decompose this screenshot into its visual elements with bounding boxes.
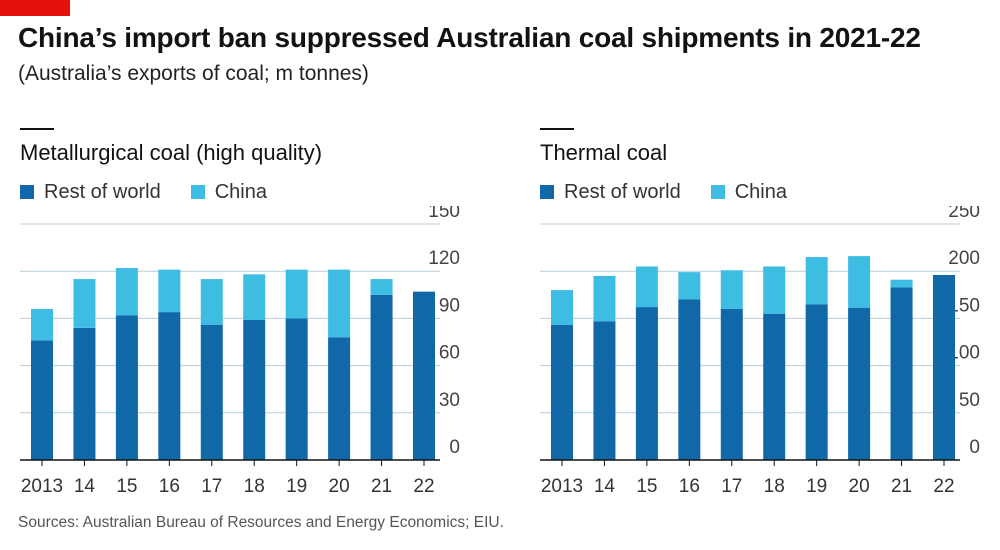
y-tick-label: 150 <box>428 206 460 222</box>
x-tick-label: 2013 <box>541 476 583 497</box>
source-note: Sources: Australian Bureau of Resources … <box>18 514 504 531</box>
y-tick-label: 100 <box>948 343 980 364</box>
chart-title: China’s import ban suppressed Australian… <box>18 22 921 53</box>
y-tick-label: 30 <box>439 390 460 411</box>
panel-title: Thermal coal <box>540 140 668 165</box>
legend-label-rest-of-world: Rest of world <box>564 180 681 203</box>
x-tick-label: 2013 <box>21 476 63 497</box>
legend: Rest of world China <box>540 180 817 204</box>
y-tick-label: 0 <box>449 437 460 458</box>
bar-rest-of-world <box>328 337 351 460</box>
legend-swatch-rest-of-world <box>540 185 554 199</box>
y-tick-label: 90 <box>439 295 460 316</box>
y-tick-label: 60 <box>439 343 460 364</box>
bar-rest-of-world <box>933 274 955 460</box>
thermal-coal-panel: Thermal coal Rest of world China 0 50 100 1… <box>540 128 1000 508</box>
x-tick-label: 20 <box>329 476 350 497</box>
metallurgical-coal-chart: 0 30 60 90 120 150 2013 14 15 16 17 18 19 20 21 22 <box>20 206 460 497</box>
x-tick-label: 21 <box>891 476 912 497</box>
legend-swatch-rest-of-world <box>20 185 34 199</box>
bar-rest-of-world <box>635 307 658 460</box>
bar-china <box>328 269 351 338</box>
x-tick-label: 22 <box>413 476 434 497</box>
bar-china <box>805 257 828 305</box>
brand-red-tag <box>0 0 70 16</box>
x-tick-label: 22 <box>933 476 954 497</box>
chart-subtitle: (Australia’s exports of coal; m tonnes) <box>18 62 369 85</box>
bar-china <box>115 268 138 316</box>
y-tick-label: 250 <box>948 206 980 222</box>
legend-label-china: China <box>214 180 267 203</box>
bar-china <box>73 279 96 328</box>
bar-rest-of-world <box>848 308 871 460</box>
bar-china <box>593 275 616 322</box>
panel-title: Metallurgical coal (high quality) <box>20 140 323 165</box>
bar-rest-of-world <box>678 299 701 460</box>
legend-swatch-china <box>710 185 725 199</box>
bar-rest-of-world <box>243 319 266 460</box>
x-tick-label: 19 <box>286 476 307 497</box>
legend-swatch-china <box>190 185 205 199</box>
bar-rest-of-world <box>551 325 573 460</box>
bar-china <box>720 270 743 309</box>
bar-china <box>370 279 393 295</box>
bar-rest-of-world <box>805 304 828 460</box>
x-tick-label: 18 <box>764 476 785 497</box>
x-tick-label: 17 <box>201 476 222 497</box>
x-tick-label: 15 <box>636 476 657 497</box>
legend-item-rest-of-world: Rest of world <box>20 181 161 204</box>
bar-china <box>635 266 658 308</box>
panel-rule <box>20 128 54 130</box>
bar-rest-of-world <box>720 308 743 460</box>
y-tick-label: 150 <box>948 295 980 316</box>
bar-china <box>763 266 786 314</box>
bar-rest-of-world <box>370 294 393 460</box>
bar-rest-of-world <box>890 287 913 460</box>
y-tick-label: 0 <box>969 437 980 458</box>
bar-china <box>200 279 223 325</box>
x-tick-label: 16 <box>159 476 180 497</box>
bar-rest-of-world <box>763 313 786 460</box>
bar-rest-of-world <box>200 324 223 460</box>
x-tick-label: 19 <box>806 476 827 497</box>
x-tick-label: 15 <box>116 476 137 497</box>
y-tick-label: 200 <box>948 248 980 269</box>
bar-china <box>31 308 53 341</box>
legend-item-china: China <box>190 180 267 204</box>
bar-china <box>848 256 871 309</box>
bar-rest-of-world <box>413 291 435 460</box>
thermal-coal-chart: 0 50 100 150 200 250 2013 14 15 16 17 18 19 20 21 22 <box>540 206 980 497</box>
bar-rest-of-world <box>73 327 96 460</box>
legend-item-china: China <box>710 180 787 204</box>
y-tick-label: 120 <box>428 248 460 269</box>
x-tick-label: 17 <box>721 476 742 497</box>
bar-china <box>551 290 573 326</box>
legend-label-rest-of-world: Rest of world <box>44 180 161 203</box>
bar-rest-of-world <box>593 321 616 460</box>
bar-china <box>158 269 181 313</box>
legend-item-rest-of-world: Rest of world <box>540 181 681 204</box>
bar-rest-of-world <box>31 340 53 460</box>
bar-china <box>890 279 913 288</box>
bar-china <box>243 274 266 320</box>
x-tick-label: 16 <box>679 476 700 497</box>
x-tick-label: 14 <box>594 476 616 497</box>
bar-rest-of-world <box>115 315 138 460</box>
x-tick-label: 21 <box>371 476 392 497</box>
metallurgical-coal-panel: Metallurgical coal (high quality) Rest o… <box>20 128 480 508</box>
x-tick-label: 20 <box>849 476 870 497</box>
bar-rest-of-world <box>158 312 181 460</box>
panel-rule <box>540 128 574 130</box>
legend-label-china: China <box>734 180 787 203</box>
legend: Rest of world China <box>20 180 297 204</box>
x-tick-label: 18 <box>244 476 265 497</box>
y-tick-label: 50 <box>959 390 980 411</box>
bar-rest-of-world <box>285 318 308 460</box>
x-tick-label: 14 <box>74 476 96 497</box>
bar-china <box>285 269 308 319</box>
bar-china <box>678 272 701 300</box>
